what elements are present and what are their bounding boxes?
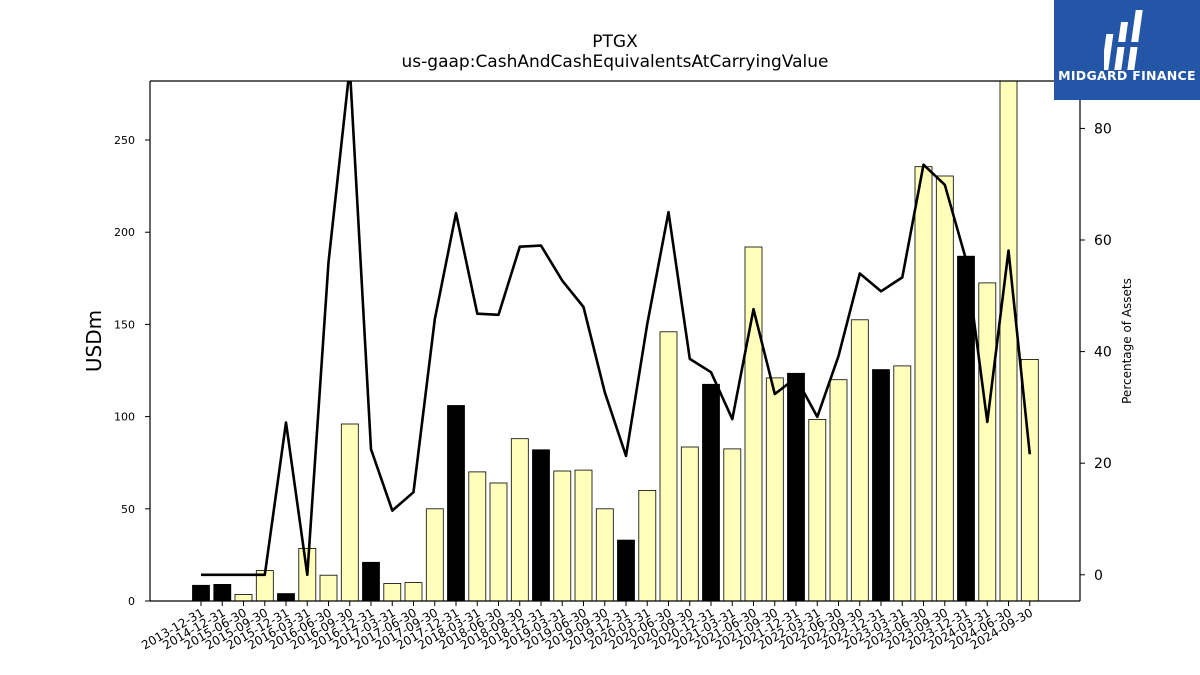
y-tick-label: 50	[121, 503, 135, 516]
right-y-ticks: 0 20 40 60 80	[1080, 121, 1112, 584]
bar-2018-12-31	[532, 449, 550, 602]
midgard-finance-logo: MIDGARD FINANCE	[1054, 0, 1200, 100]
bar-2018-03-31	[468, 471, 487, 602]
bar-2024-06-30	[999, 80, 1018, 602]
bar-2019-12-31	[617, 539, 635, 602]
bar-2023-06-30	[914, 166, 933, 602]
bar-2022-03-31	[808, 418, 827, 602]
y-tick-label: 150	[114, 318, 135, 331]
y-tick-label: 200	[114, 226, 135, 239]
bar-2015-06-30	[234, 594, 253, 602]
y2-tick-label: 20	[1094, 456, 1112, 472]
bar-2016-06-30	[319, 574, 338, 602]
bar-2023-09-30	[935, 175, 954, 602]
y-tick-label: 250	[114, 134, 135, 147]
bar-2018-06-30	[489, 482, 508, 602]
bar-2018-09-30	[510, 438, 529, 602]
chart-title: PTGX	[592, 32, 638, 52]
bar-2019-03-31	[553, 470, 572, 602]
bar-2021-06-30	[744, 246, 763, 602]
percentage-line	[201, 81, 1032, 577]
bar-2020-09-30	[680, 446, 699, 602]
left-y-ticks: 0 50 100 150 200 250	[114, 134, 150, 608]
y2-tick-label: 60	[1094, 233, 1112, 249]
y2-tick-label: 80	[1094, 121, 1112, 137]
bar-2019-09-30	[595, 508, 614, 602]
bar-2016-09-30	[340, 423, 359, 602]
y-axis-label: USDm	[82, 310, 106, 372]
bar-2021-03-31	[723, 448, 742, 602]
bar-2017-12-31	[447, 405, 465, 602]
y2-axis-label: Percentage of Assets	[1120, 278, 1134, 404]
chart-subtitle: us-gaap:CashAndCashEquivalentsAtCarrying…	[401, 52, 829, 72]
percentage-line-series	[201, 81, 1032, 577]
bar-2022-06-30	[829, 379, 848, 602]
bar-2017-03-31	[383, 583, 402, 602]
bar-2019-06-30	[574, 469, 593, 602]
bar-2013-12-31	[192, 584, 210, 602]
bar-series	[192, 80, 1039, 602]
y-tick-label: 100	[114, 411, 135, 424]
bar-2023-03-31	[893, 365, 912, 602]
x-ticks: 2013-12-312014-12-312015-06-302015-09-30…	[139, 601, 1035, 652]
bar-2022-09-30	[850, 319, 869, 602]
bar-2021-12-31	[787, 372, 805, 602]
bar-2016-12-31	[362, 561, 380, 602]
bar-2020-12-31	[702, 383, 720, 602]
bar-2022-12-31	[872, 369, 890, 602]
logo-text: MIDGARD FINANCE	[1058, 68, 1196, 83]
bar-2020-03-31	[638, 489, 657, 602]
y-tick-label: 0	[128, 595, 135, 608]
bar-2017-06-30	[404, 582, 423, 602]
bar-2017-09-30	[425, 508, 444, 602]
axes	[149, 80, 1081, 602]
bar-2015-12-31	[277, 593, 295, 602]
y2-tick-label: 0	[1094, 568, 1103, 584]
bar-2020-06-30	[659, 331, 678, 602]
bar-2024-03-31	[978, 282, 997, 602]
bar-2021-09-30	[765, 377, 784, 602]
bar-2014-12-31	[213, 584, 232, 602]
midgard-logo-icon	[1104, 10, 1143, 70]
y2-tick-label: 40	[1094, 345, 1112, 361]
